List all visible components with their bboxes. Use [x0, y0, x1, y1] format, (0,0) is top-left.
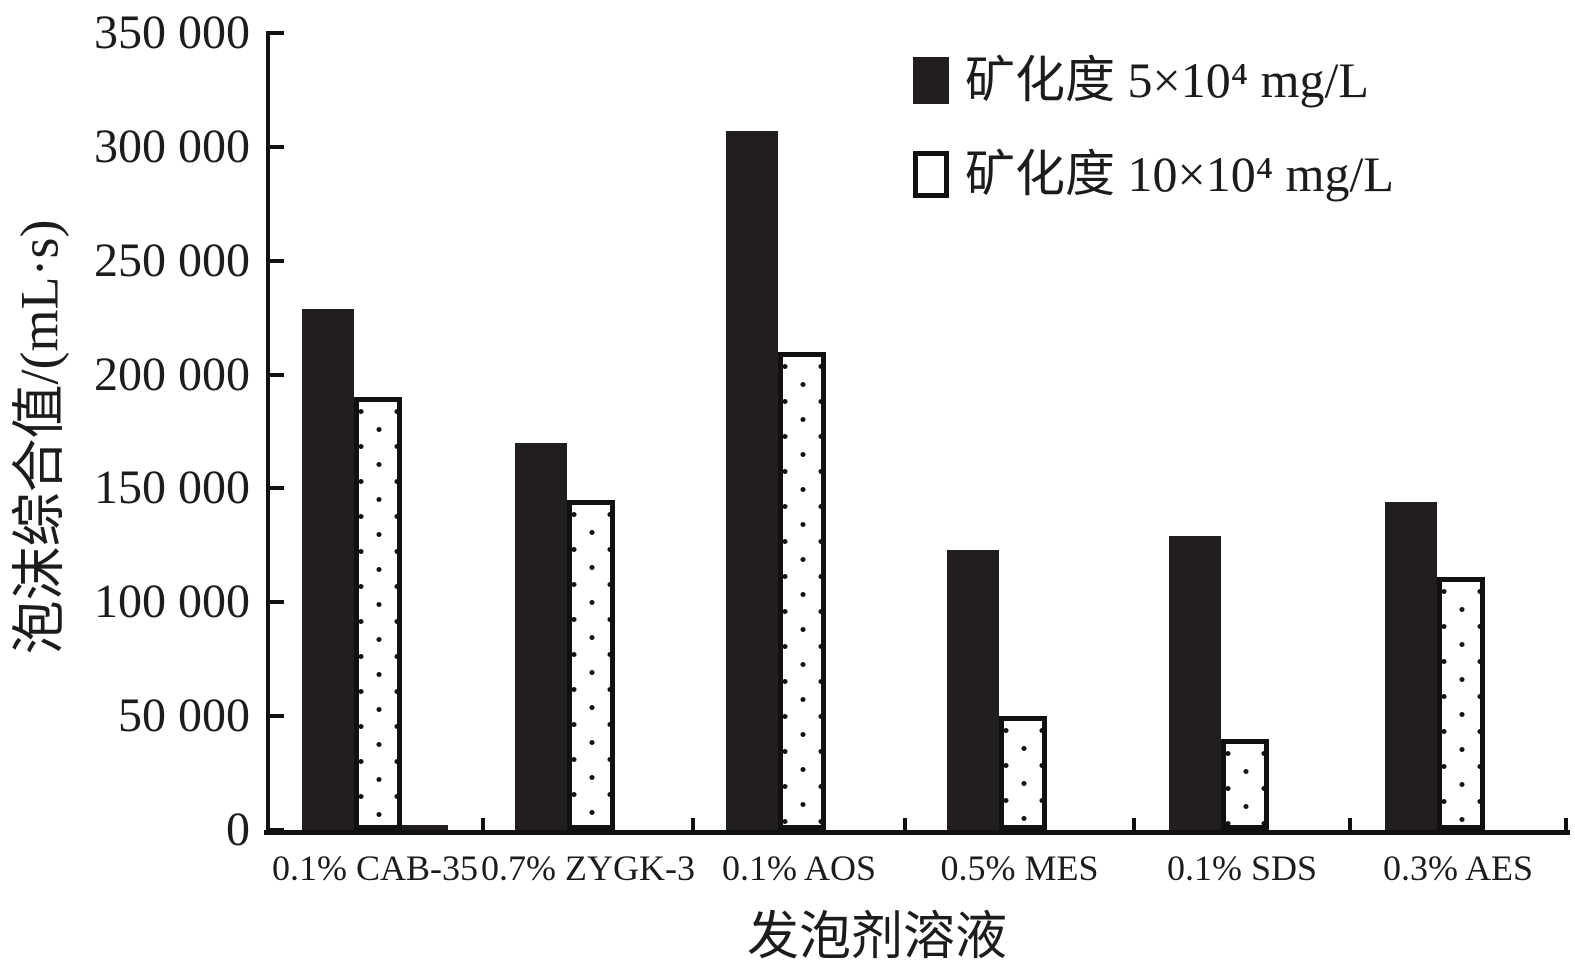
legend-label: 矿化度 10×10⁴ mg/L: [965, 146, 1394, 202]
bar-series1-cat1: [302, 308, 354, 830]
y-tick-label: 200 000: [94, 347, 250, 401]
y-tick-label: 250 000: [94, 233, 250, 287]
bar-series2-cat2: [567, 499, 615, 830]
legend-swatch-white-dotted: [913, 150, 949, 198]
x-tick-label: 0.3% AES: [1382, 848, 1534, 888]
x-tick-label: 0.1% AOS: [721, 848, 877, 888]
y-tick-mark: [270, 258, 284, 263]
bar-series1-cat3: [726, 130, 778, 830]
bar-series2-cat3: [778, 351, 826, 830]
y-tick-mark: [270, 714, 284, 719]
bar-series1-cat4: [946, 549, 999, 830]
y-tick-mark: [270, 828, 284, 832]
y-tick-label: 150 000: [94, 461, 250, 515]
x-tick-mark: [691, 818, 695, 830]
x-tick-mark: [1564, 818, 1568, 830]
y-tick-label: 100 000: [94, 575, 250, 629]
x-tick-mark: [481, 818, 485, 830]
y-tick-mark: [270, 372, 284, 377]
y-tick-mark: [270, 486, 284, 491]
bar-series2-cat6: [1437, 577, 1485, 830]
bar-series1-cat6: [1385, 502, 1437, 830]
x-tick-mark: [903, 818, 907, 830]
x-tick-label: 0.1% CAB-35: [272, 848, 478, 888]
y-axis-line: [266, 31, 270, 835]
bar-series2-cat1: [354, 397, 402, 830]
bar-series2-cat4: [998, 716, 1047, 830]
y-tick-label: 0: [226, 803, 250, 856]
x-tick-label: 0.5% MES: [940, 848, 1099, 888]
x-tick-label: 0.1% SDS: [1166, 848, 1318, 888]
x-axis-line: [264, 830, 1570, 835]
y-tick-label: 350 000: [94, 6, 250, 59]
legend-label: 矿化度 5×10⁴ mg/L: [965, 52, 1369, 108]
y-tick-mark: [270, 144, 284, 149]
legend: 矿化度 5×10⁴ mg/L 矿化度 10×10⁴ mg/L: [913, 52, 1394, 202]
legend-item-mineralization-5e4: 矿化度 5×10⁴ mg/L: [913, 52, 1394, 108]
x-tick-mark: [1132, 818, 1136, 830]
bar-series2-cat5: [1221, 738, 1269, 830]
y-tick-mark: [270, 31, 284, 35]
y-tick-label: 50 000: [118, 689, 250, 743]
y-tick-mark: [270, 600, 284, 605]
legend-item-mineralization-10e4: 矿化度 10×10⁴ mg/L: [913, 146, 1394, 202]
bar-extra-stub-cat1: [402, 825, 448, 830]
x-tick-label: 0.7% ZYGK-3: [481, 848, 695, 888]
bar-series1-cat2: [515, 442, 567, 830]
x-axis-title: 发泡剂溶液: [746, 909, 1008, 965]
legend-swatch-solid-black: [913, 56, 949, 104]
x-tick-mark: [1348, 818, 1352, 830]
bar-series1-cat5: [1169, 536, 1221, 830]
y-tick-label: 300 000: [94, 119, 250, 173]
